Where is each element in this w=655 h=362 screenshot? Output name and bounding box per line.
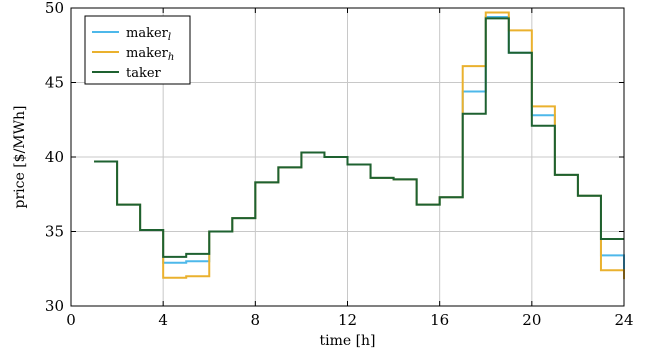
legend-series-subscript: l (168, 32, 171, 43)
y-axis-label: price [$/MWh] (12, 106, 28, 209)
series-line-2 (94, 17, 624, 258)
y-tick-label: 30 (45, 297, 64, 315)
x-tick-label: 20 (522, 311, 541, 329)
x-tick-label: 4 (158, 311, 168, 329)
x-axis-label: time [h] (319, 333, 375, 349)
y-tick-label: 50 (45, 0, 64, 17)
legend-label: makerl (126, 26, 171, 43)
series-layer (94, 11, 625, 280)
axis-ticks: 0 4 8 12 16 20 24 30 35 40 45 50 (45, 0, 634, 329)
x-tick-label: 16 (430, 311, 449, 329)
legend-label: taker (126, 66, 162, 81)
x-tick-label: 0 (66, 311, 76, 329)
y-tick-label: 35 (45, 223, 64, 241)
x-tick-label: 24 (614, 311, 633, 329)
legend-series-name: taker (126, 66, 162, 81)
legend-series-subscript: h (168, 52, 174, 63)
legend-label: makerh (126, 46, 174, 63)
y-tick-label: 45 (45, 74, 64, 92)
legend-series-name: maker (126, 26, 169, 41)
y-tick-label: 40 (45, 148, 64, 166)
legend-series-name: maker (126, 46, 169, 61)
x-tick-label: 12 (338, 311, 357, 329)
x-tick-label: 8 (251, 311, 261, 329)
